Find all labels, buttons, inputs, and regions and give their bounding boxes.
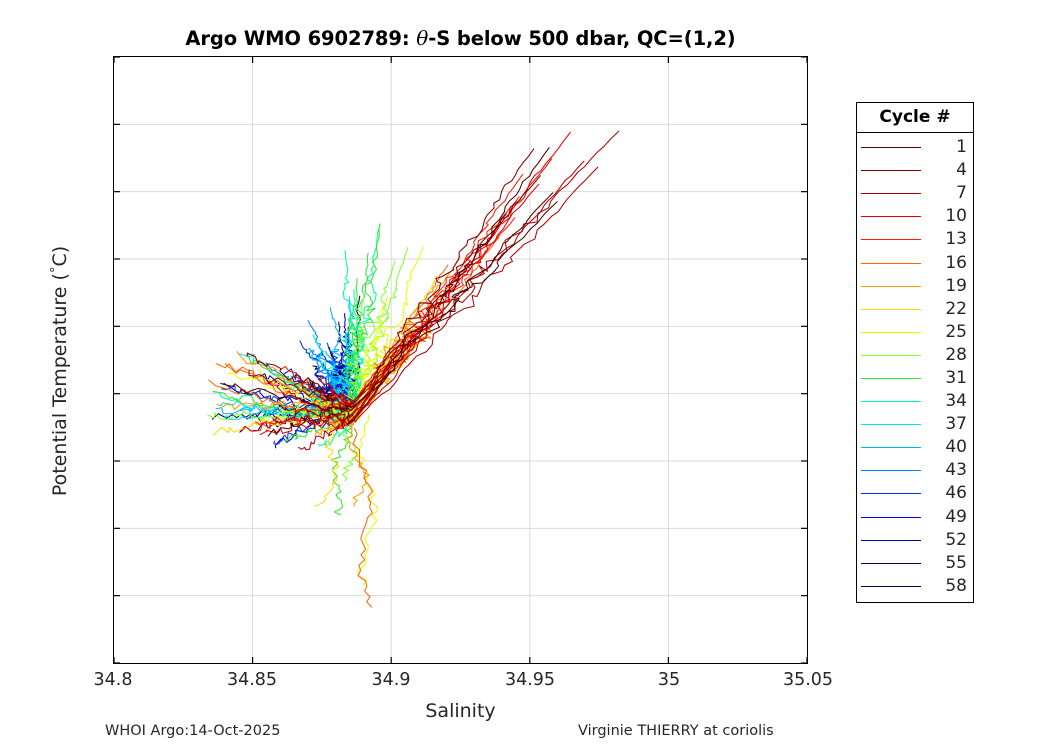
plot-area (113, 56, 808, 664)
legend: Cycle # 1 4 7 10 13 16 19 22 25 28 31 34 37 40 43 46 49 5… (856, 102, 974, 603)
legend-color-line (861, 401, 921, 403)
title-prefix: Argo WMO 6902789: (185, 27, 417, 50)
legend-item-label: 4 (956, 160, 967, 181)
legend-item-label: 46 (945, 483, 967, 504)
legend-item[interactable]: 46 (857, 482, 973, 505)
legend-color-line (861, 147, 921, 149)
x-tick-label: 35.05 (782, 670, 834, 690)
grid-lines (114, 57, 807, 663)
series-line (246, 148, 541, 422)
legend-color-line (861, 262, 921, 264)
legend-items: 1 4 7 10 13 16 19 22 25 28 31 34 37 40 43 46 49 52 55 58 (857, 133, 973, 602)
legend-item[interactable]: 31 (857, 367, 973, 390)
x-tick-label: 34.85 (226, 670, 278, 690)
legend-item-label: 16 (945, 252, 967, 273)
x-tick-label: 34.8 (93, 670, 133, 690)
legend-item-label: 58 (945, 575, 967, 596)
legend-color-line (861, 516, 921, 518)
legend-item[interactable]: 49 (857, 506, 973, 529)
legend-item-label: 52 (945, 529, 967, 550)
legend-item[interactable]: 10 (857, 205, 973, 228)
legend-color-line (861, 354, 921, 356)
legend-item[interactable]: 13 (857, 228, 973, 251)
legend-item-label: 7 (956, 183, 967, 204)
legend-item[interactable]: 58 (857, 575, 973, 598)
legend-item-label: 37 (945, 414, 967, 435)
legend-item-label: 28 (945, 344, 967, 365)
legend-color-line (861, 331, 921, 333)
legend-item[interactable]: 55 (857, 552, 973, 575)
legend-color-line (861, 562, 921, 564)
legend-color-line (861, 193, 921, 195)
x-tick-label: 34.95 (504, 670, 556, 690)
footer-source: WHOI Argo:14-Oct-2025 (105, 723, 281, 739)
degree-symbol: ° (49, 266, 64, 274)
legend-item-label: 19 (945, 275, 967, 296)
theta-symbol: θ (416, 26, 429, 50)
legend-item[interactable]: 52 (857, 529, 973, 552)
legend-color-line (861, 424, 921, 426)
legend-item-label: 55 (945, 552, 967, 573)
legend-item-label: 1 (956, 137, 967, 158)
legend-item[interactable]: 22 (857, 298, 973, 321)
legend-item[interactable]: 25 (857, 321, 973, 344)
legend-item-label: 49 (945, 506, 967, 527)
legend-item[interactable]: 34 (857, 390, 973, 413)
legend-color-line (861, 285, 921, 287)
y-axis-label-suffix: C) (49, 245, 71, 267)
legend-color-line (861, 585, 921, 587)
legend-item[interactable]: 16 (857, 251, 973, 274)
legend-color-line (861, 239, 921, 241)
legend-item[interactable]: 7 (857, 182, 973, 205)
footer-author: Virginie THIERRY at coriolis (578, 723, 774, 739)
legend-item[interactable]: 28 (857, 344, 973, 367)
axis-tick-marks (114, 57, 807, 663)
legend-item[interactable]: 4 (857, 159, 973, 182)
legend-color-line (861, 447, 921, 449)
y-axis-label: Potential Temperature (°C) (49, 61, 71, 681)
legend-color-line (861, 170, 921, 172)
legend-item-label: 22 (945, 298, 967, 319)
page-title: Argo WMO 6902789: θ-S below 500 dbar, QC… (113, 26, 808, 50)
legend-title: Cycle # (857, 103, 973, 133)
x-tick-label: 35 (657, 670, 681, 690)
legend-item-label: 13 (945, 229, 967, 250)
legend-item[interactable]: 43 (857, 459, 973, 482)
legend-item-label: 43 (945, 460, 967, 481)
legend-color-line (861, 377, 921, 379)
title-suffix: -S below 500 dbar, QC=(1,2) (428, 27, 736, 50)
legend-color-line (861, 308, 921, 310)
legend-color-line (861, 470, 921, 472)
legend-color-line (861, 493, 921, 495)
legend-item[interactable]: 37 (857, 413, 973, 436)
legend-item[interactable]: 40 (857, 436, 973, 459)
legend-item[interactable]: 1 (857, 136, 973, 159)
legend-color-line (861, 216, 921, 218)
theta-s-lines (114, 57, 807, 663)
legend-item-label: 25 (945, 321, 967, 342)
legend-item-label: 31 (945, 367, 967, 388)
x-tick-label: 34.9 (371, 670, 411, 690)
legend-item-label: 34 (945, 391, 967, 412)
legend-item-label: 10 (945, 206, 967, 227)
legend-color-line (861, 539, 921, 541)
x-axis-label: Salinity (425, 700, 496, 722)
legend-item-label: 40 (945, 437, 967, 458)
legend-item[interactable]: 19 (857, 275, 973, 298)
series-line (220, 147, 558, 437)
y-axis-label-prefix: Potential Temperature ( (49, 273, 71, 497)
series-group (207, 130, 620, 608)
